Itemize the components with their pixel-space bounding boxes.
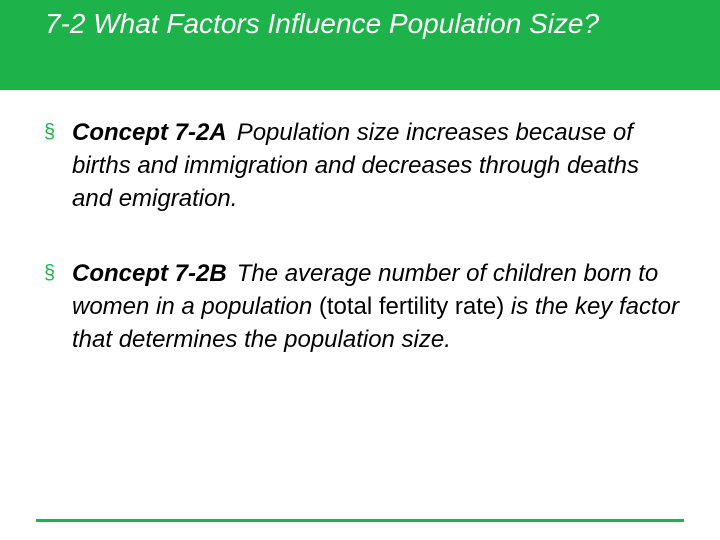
bullet-text: is the key factor that determines the po…	[72, 293, 679, 353]
bullet-marker: §	[44, 121, 56, 143]
bullet-text: (total fertility rate)	[318, 293, 505, 320]
slide-title: 7-2 What Factors Influence Population Si…	[45, 8, 600, 39]
bullet-text: Population size increases because of bir…	[72, 119, 639, 212]
bullet-marker: §	[44, 262, 56, 284]
bullet-list: § Concept 7-2A Population size increases b…	[0, 116, 720, 398]
bullet-text: The average number of children born to w…	[72, 260, 659, 320]
concept-label: Concept 7-2B	[72, 260, 227, 287]
header-band: 7-2 What Factors Influence Population Si…	[0, 0, 720, 90]
bullet-item: § Concept 7-2B The average number of child…	[0, 257, 682, 356]
footer-rule	[36, 519, 684, 522]
concept-label: Concept 7-2A	[72, 119, 227, 146]
bullet-item: § Concept 7-2A Population size increases b…	[0, 116, 682, 215]
